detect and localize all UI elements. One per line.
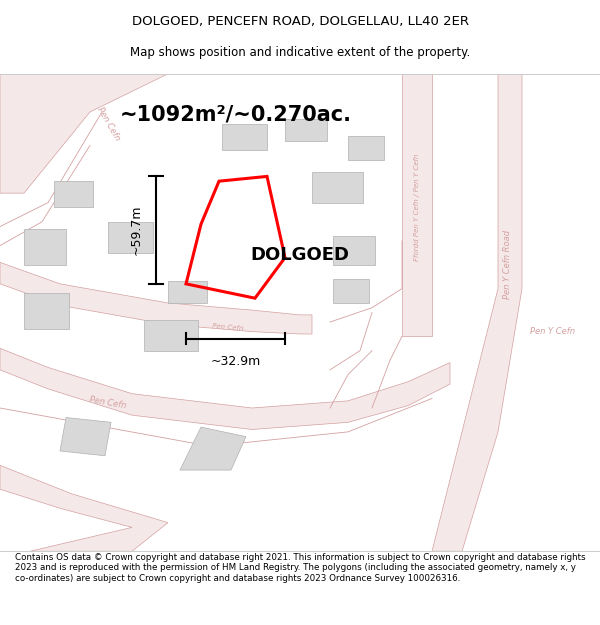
Polygon shape (24, 229, 66, 265)
Polygon shape (0, 74, 168, 193)
Text: ~59.7m: ~59.7m (130, 205, 143, 256)
Polygon shape (432, 74, 522, 551)
Polygon shape (348, 136, 384, 160)
Text: Pen Cefn: Pen Cefn (212, 323, 244, 332)
Polygon shape (54, 181, 93, 208)
Text: Map shows position and indicative extent of the property.: Map shows position and indicative extent… (130, 46, 470, 59)
Text: Contains OS data © Crown copyright and database right 2021. This information is : Contains OS data © Crown copyright and d… (15, 552, 586, 582)
Polygon shape (180, 427, 246, 470)
Polygon shape (333, 236, 375, 265)
Text: Ffordd Pen Y Cefn / Pen Y Cefn: Ffordd Pen Y Cefn / Pen Y Cefn (414, 154, 420, 261)
Polygon shape (312, 172, 363, 202)
Polygon shape (24, 293, 69, 329)
Text: Pen Y Cefn Road: Pen Y Cefn Road (503, 230, 511, 299)
Text: DOLGOED: DOLGOED (251, 246, 349, 264)
Text: Pen Y Cefn: Pen Y Cefn (530, 327, 575, 336)
Polygon shape (168, 281, 207, 303)
Polygon shape (285, 119, 327, 141)
Polygon shape (222, 124, 267, 150)
Polygon shape (108, 222, 153, 253)
Polygon shape (0, 262, 312, 334)
Text: ~32.9m: ~32.9m (211, 356, 260, 369)
Text: Pen Cefn: Pen Cefn (89, 396, 127, 411)
Polygon shape (144, 319, 198, 351)
Polygon shape (0, 465, 168, 551)
Polygon shape (60, 418, 111, 456)
Polygon shape (402, 74, 432, 336)
Polygon shape (333, 279, 369, 303)
Text: Pen Cefn: Pen Cefn (95, 106, 121, 142)
Polygon shape (0, 348, 450, 429)
Text: ~1092m²/~0.270ac.: ~1092m²/~0.270ac. (120, 104, 352, 124)
Text: DOLGOED, PENCEFN ROAD, DOLGELLAU, LL40 2ER: DOLGOED, PENCEFN ROAD, DOLGELLAU, LL40 2… (131, 15, 469, 28)
